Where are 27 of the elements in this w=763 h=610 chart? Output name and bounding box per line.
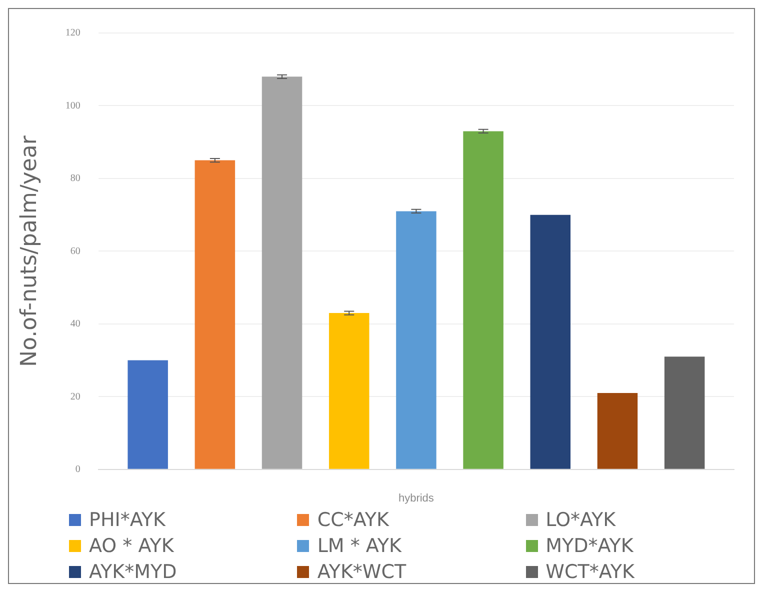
y-tick-label: 80 xyxy=(70,173,80,184)
legend-label: AYK*MYD xyxy=(89,561,177,583)
legend-label: AO * AYK xyxy=(89,535,174,557)
bar xyxy=(128,360,168,469)
legend-label: MYD*AYK xyxy=(546,535,634,557)
legend-label: LO*AYK xyxy=(546,509,616,531)
bar xyxy=(664,356,705,469)
bar xyxy=(262,76,302,469)
y-tick-label: 120 xyxy=(65,28,80,39)
bar xyxy=(194,160,236,469)
legend-label: LM * AYK xyxy=(317,535,402,557)
legend-label: CC*AYK xyxy=(317,509,389,531)
y-tick-label: 100 xyxy=(65,100,80,112)
bar xyxy=(463,131,504,469)
bar xyxy=(328,313,370,469)
y-axis-title: No.of-nuts/palm/year xyxy=(16,134,42,367)
y-tick-label: 0 xyxy=(75,464,80,476)
bar xyxy=(530,214,571,469)
y-tick-label: 40 xyxy=(70,318,80,330)
legend-label: PHI*AYK xyxy=(89,509,166,531)
y-tick-label: 60 xyxy=(70,246,80,257)
bar xyxy=(396,211,436,469)
legend-label: AYK*WCT xyxy=(317,561,406,583)
bar xyxy=(597,393,638,469)
x-axis-title: hybrids xyxy=(398,492,434,504)
legend-label: WCT*AYK xyxy=(546,561,634,583)
y-tick-label: 20 xyxy=(70,391,80,402)
